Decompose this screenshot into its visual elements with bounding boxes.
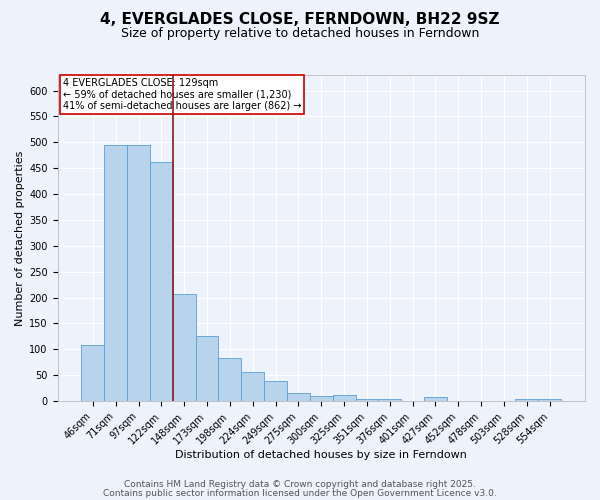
- Bar: [218, 358, 241, 401]
- Bar: [538, 398, 561, 401]
- Bar: [196, 336, 218, 401]
- Bar: [264, 382, 287, 401]
- Bar: [332, 395, 356, 401]
- Text: Contains HM Land Registry data © Crown copyright and database right 2025.: Contains HM Land Registry data © Crown c…: [124, 480, 476, 489]
- Text: 4 EVERGLADES CLOSE: 129sqm
← 59% of detached houses are smaller (1,230)
41% of s: 4 EVERGLADES CLOSE: 129sqm ← 59% of deta…: [63, 78, 301, 112]
- Bar: [82, 345, 104, 401]
- Bar: [310, 396, 332, 401]
- Bar: [515, 398, 538, 401]
- Y-axis label: Number of detached properties: Number of detached properties: [15, 150, 25, 326]
- Bar: [356, 399, 379, 401]
- Text: 4, EVERGLADES CLOSE, FERNDOWN, BH22 9SZ: 4, EVERGLADES CLOSE, FERNDOWN, BH22 9SZ: [100, 12, 500, 28]
- Bar: [241, 372, 264, 401]
- Bar: [173, 294, 196, 401]
- Bar: [150, 162, 173, 401]
- Bar: [127, 145, 150, 401]
- Bar: [104, 145, 127, 401]
- Bar: [287, 394, 310, 401]
- Bar: [379, 399, 401, 401]
- Text: Size of property relative to detached houses in Ferndown: Size of property relative to detached ho…: [121, 28, 479, 40]
- X-axis label: Distribution of detached houses by size in Ferndown: Distribution of detached houses by size …: [175, 450, 467, 460]
- Bar: [424, 398, 447, 401]
- Text: Contains public sector information licensed under the Open Government Licence v3: Contains public sector information licen…: [103, 488, 497, 498]
